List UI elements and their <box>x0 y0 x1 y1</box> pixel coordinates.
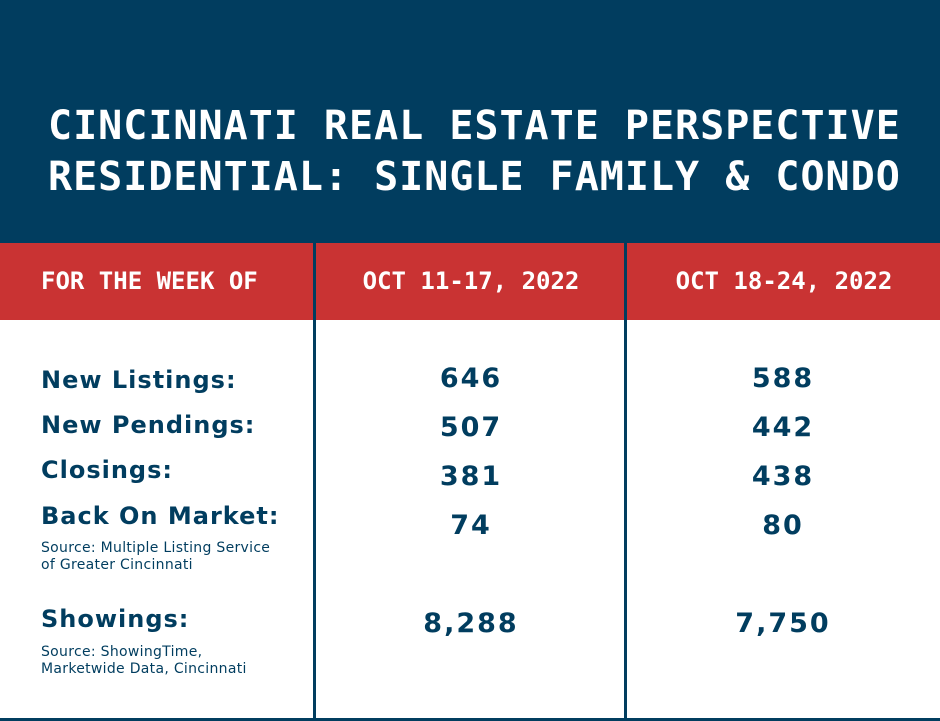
value-new-listings-week-2: 588 <box>751 363 815 394</box>
page-title-line-1: CINCINNATI REAL ESTATE PERSPECTIVE <box>48 103 901 149</box>
value-showings-week-2: 7,750 <box>735 608 831 639</box>
row-label-showings: Showings: <box>41 605 190 633</box>
source-note-mls-line-2: of Greater Cincinnati <box>41 557 193 573</box>
value-new-pendings-week-1: 507 <box>439 412 503 443</box>
value-new-pendings-week-2: 442 <box>751 412 815 443</box>
row-label-back-on-market: Back On Market: <box>41 502 280 530</box>
table-bottom-border <box>0 718 940 721</box>
page-title-line-2: RESIDENTIAL: SINGLE FAMILY & CONDO <box>48 154 901 200</box>
column-header-bar: FOR THE WEEK OF OCT 11-17, 2022 OCT 18-2… <box>0 243 940 320</box>
row-label-closings: Closings: <box>41 456 173 484</box>
value-back-on-market-week-1: 74 <box>450 510 492 541</box>
column-divider-1 <box>313 243 316 721</box>
source-note-showings-line-1: Source: ShowingTime, <box>41 644 203 660</box>
value-new-listings-week-1: 646 <box>439 363 503 394</box>
header-banner: CINCINNATI REAL ESTATE PERSPECTIVE RESID… <box>0 0 940 243</box>
row-label-new-listings: New Listings: <box>41 366 237 394</box>
value-showings-week-1: 8,288 <box>423 608 519 639</box>
column-header-week-2: OCT 18-24, 2022 <box>675 267 893 295</box>
column-header-week-1: OCT 11-17, 2022 <box>362 267 580 295</box>
column-header-label: FOR THE WEEK OF <box>41 267 258 295</box>
column-divider-2 <box>624 243 627 721</box>
value-back-on-market-week-2: 80 <box>762 510 804 541</box>
value-closings-week-1: 381 <box>439 461 503 492</box>
value-closings-week-2: 438 <box>751 461 815 492</box>
source-note-showings-line-2: Marketwide Data, Cincinnati <box>41 661 247 677</box>
source-note-mls-line-1: Source: Multiple Listing Service <box>41 540 271 556</box>
row-label-new-pendings: New Pendings: <box>41 411 256 439</box>
